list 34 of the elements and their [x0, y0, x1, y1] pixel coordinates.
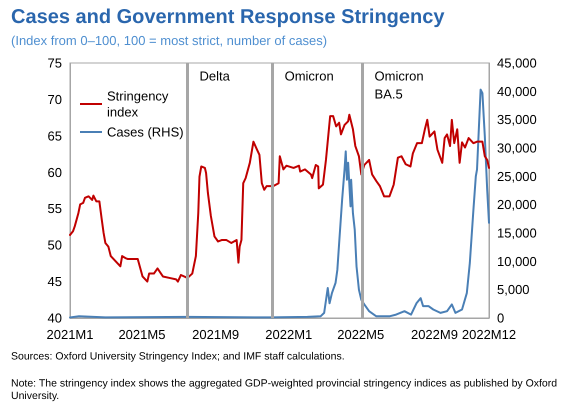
- y2-tick-label: 30,000: [497, 140, 537, 156]
- y2-tick-label: 20,000: [497, 197, 537, 212]
- y-tick-label: 55: [48, 201, 62, 216]
- y2-tick-label: 15,000: [497, 226, 537, 240]
- y2-tick-label: 45,000: [497, 56, 537, 70]
- y-tick-label: 60: [48, 164, 62, 180]
- y2-tick-label: 5,000: [497, 282, 530, 298]
- x-tick-label: 2022M5: [337, 327, 384, 342]
- y-tick-label: 65: [48, 128, 62, 144]
- x-tick-label: 2022M1: [265, 327, 312, 342]
- y-tick-label: 45: [48, 274, 62, 290]
- legend-label: Cases (RHS): [107, 124, 184, 140]
- ref-line-label: Omicron: [284, 68, 334, 84]
- x-tick-label: 2022M12: [462, 327, 516, 342]
- x-tick-label: 2022M9: [410, 327, 458, 342]
- y-tick-label: 75: [48, 56, 62, 70]
- y2-tick-label: 10,000: [497, 254, 537, 269]
- y2-tick-label: 40,000: [497, 84, 537, 99]
- chart-subtitle: (Index from 0–100, 100 = most strict, number of cases): [11, 33, 328, 48]
- y2-tick-label: 0: [497, 310, 504, 326]
- y2-tick-label: 35,000: [497, 112, 537, 128]
- x-tick-label: 2021M9: [192, 327, 240, 342]
- source-note: Sources: Oxford University Stringency Index; and IMF staff calculations.: [11, 350, 345, 362]
- x-tick-label: 2021M1: [46, 327, 94, 342]
- y-tick-label: 70: [48, 92, 62, 107]
- y-tick-label: 50: [48, 238, 62, 253]
- text: Note: The stringency index shows the aggregated GDP-weighted provincial stringency indices as published by Oxford University.: [11, 377, 560, 402]
- chart-title: Cases and Government Response Stringency: [11, 6, 446, 28]
- ref-line-label: Omicron BA.5: [374, 68, 428, 102]
- y2-tick-label: 25,000: [497, 168, 537, 184]
- x-tick-label: 2021M5: [118, 327, 166, 342]
- ref-line-label: Delta: [199, 68, 231, 84]
- legend-label: Stringency index: [107, 88, 172, 120]
- y-tick-label: 40: [48, 310, 62, 326]
